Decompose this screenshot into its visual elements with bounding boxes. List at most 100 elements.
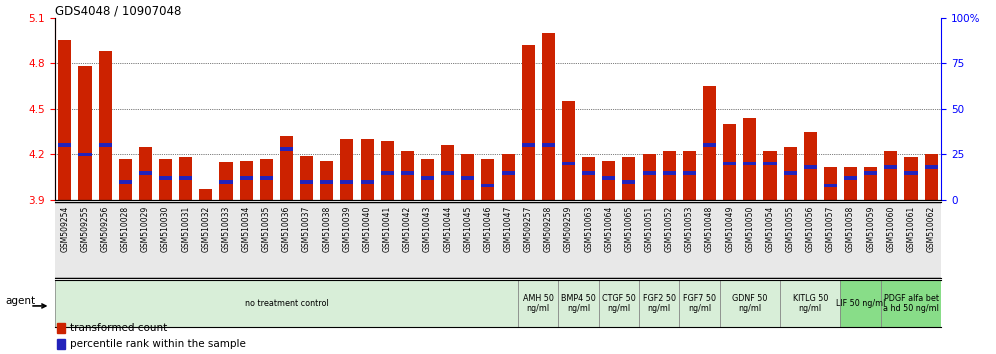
Bar: [421, 176, 434, 180]
Bar: [119, 159, 131, 200]
Text: GSM510033: GSM510033: [221, 206, 230, 252]
Bar: [622, 180, 635, 184]
Text: GSM510052: GSM510052: [664, 206, 673, 252]
Text: GSM510031: GSM510031: [181, 206, 190, 252]
Bar: [461, 176, 474, 180]
Text: GSM510065: GSM510065: [624, 206, 633, 252]
Bar: [300, 156, 313, 200]
Text: GSM510055: GSM510055: [786, 206, 795, 252]
Bar: [260, 176, 273, 180]
Text: GSM510035: GSM510035: [262, 206, 271, 252]
Text: BMP4 50
ng/ml: BMP4 50 ng/ml: [561, 294, 596, 313]
Bar: [804, 132, 817, 200]
Bar: [59, 40, 72, 200]
Bar: [743, 162, 756, 165]
Bar: [240, 176, 253, 180]
Text: CTGF 50
ng/ml: CTGF 50 ng/ml: [602, 294, 635, 313]
Text: GSM510038: GSM510038: [323, 206, 332, 252]
Bar: [865, 167, 877, 200]
Text: GSM510042: GSM510042: [402, 206, 411, 252]
Bar: [341, 139, 354, 200]
Bar: [59, 143, 72, 147]
Text: FGF7 50
ng/ml: FGF7 50 ng/ml: [683, 294, 716, 313]
Bar: [219, 180, 233, 184]
Bar: [55, 280, 518, 327]
Bar: [603, 176, 616, 180]
Text: GSM510047: GSM510047: [504, 206, 513, 252]
Bar: [99, 51, 112, 200]
Bar: [642, 171, 655, 175]
Bar: [662, 171, 676, 175]
Bar: [841, 280, 880, 327]
Text: GSM510058: GSM510058: [846, 206, 855, 252]
Bar: [502, 171, 515, 175]
Text: GSM510046: GSM510046: [483, 206, 492, 252]
Bar: [361, 180, 374, 184]
Text: GSM510039: GSM510039: [343, 206, 352, 252]
Bar: [780, 280, 841, 327]
Bar: [784, 171, 797, 175]
Bar: [844, 176, 858, 180]
Bar: [300, 180, 313, 184]
Bar: [280, 136, 293, 200]
Bar: [119, 180, 131, 184]
Bar: [763, 152, 777, 200]
Bar: [824, 183, 837, 187]
Bar: [240, 160, 253, 200]
Bar: [481, 183, 494, 187]
Text: GDS4048 / 10907048: GDS4048 / 10907048: [55, 5, 181, 18]
Bar: [582, 171, 596, 175]
Bar: [522, 45, 535, 200]
Text: FGF2 50
ng/ml: FGF2 50 ng/ml: [642, 294, 675, 313]
Bar: [138, 147, 152, 200]
Bar: [622, 158, 635, 200]
Text: GSM510059: GSM510059: [867, 206, 875, 252]
Bar: [703, 86, 716, 200]
Text: GSM509259: GSM509259: [564, 206, 573, 252]
Bar: [199, 189, 212, 200]
Bar: [763, 162, 777, 165]
Bar: [884, 165, 897, 169]
Bar: [679, 280, 719, 327]
Text: GSM510048: GSM510048: [705, 206, 714, 252]
Text: GSM510045: GSM510045: [463, 206, 472, 252]
Text: GSM510053: GSM510053: [685, 206, 694, 252]
Bar: [723, 124, 736, 200]
Text: GSM510044: GSM510044: [443, 206, 452, 252]
Bar: [341, 180, 354, 184]
Bar: [57, 339, 65, 349]
Bar: [518, 280, 559, 327]
Text: GSM510041: GSM510041: [382, 206, 391, 252]
Bar: [481, 159, 494, 200]
Bar: [400, 171, 414, 175]
Bar: [784, 147, 797, 200]
Text: GSM509254: GSM509254: [61, 206, 70, 252]
Text: GSM510054: GSM510054: [766, 206, 775, 252]
Bar: [522, 143, 535, 147]
Text: GSM510028: GSM510028: [121, 206, 129, 252]
Bar: [380, 171, 393, 175]
Bar: [421, 159, 434, 200]
Bar: [219, 162, 233, 200]
Bar: [57, 323, 65, 333]
Bar: [880, 280, 941, 327]
Bar: [703, 143, 716, 147]
Bar: [179, 176, 192, 180]
Text: transformed count: transformed count: [71, 323, 167, 333]
Bar: [542, 33, 555, 200]
Bar: [441, 171, 454, 175]
Bar: [824, 167, 837, 200]
Text: GSM510057: GSM510057: [826, 206, 835, 252]
Bar: [502, 154, 515, 200]
Bar: [599, 280, 639, 327]
Bar: [662, 152, 676, 200]
Bar: [642, 154, 655, 200]
Bar: [884, 152, 897, 200]
Bar: [441, 145, 454, 200]
Text: GSM509255: GSM509255: [81, 206, 90, 252]
Text: GSM510030: GSM510030: [161, 206, 170, 252]
Bar: [683, 171, 696, 175]
Text: GSM510036: GSM510036: [282, 206, 291, 252]
Bar: [562, 101, 575, 200]
Text: GSM510060: GSM510060: [886, 206, 895, 252]
